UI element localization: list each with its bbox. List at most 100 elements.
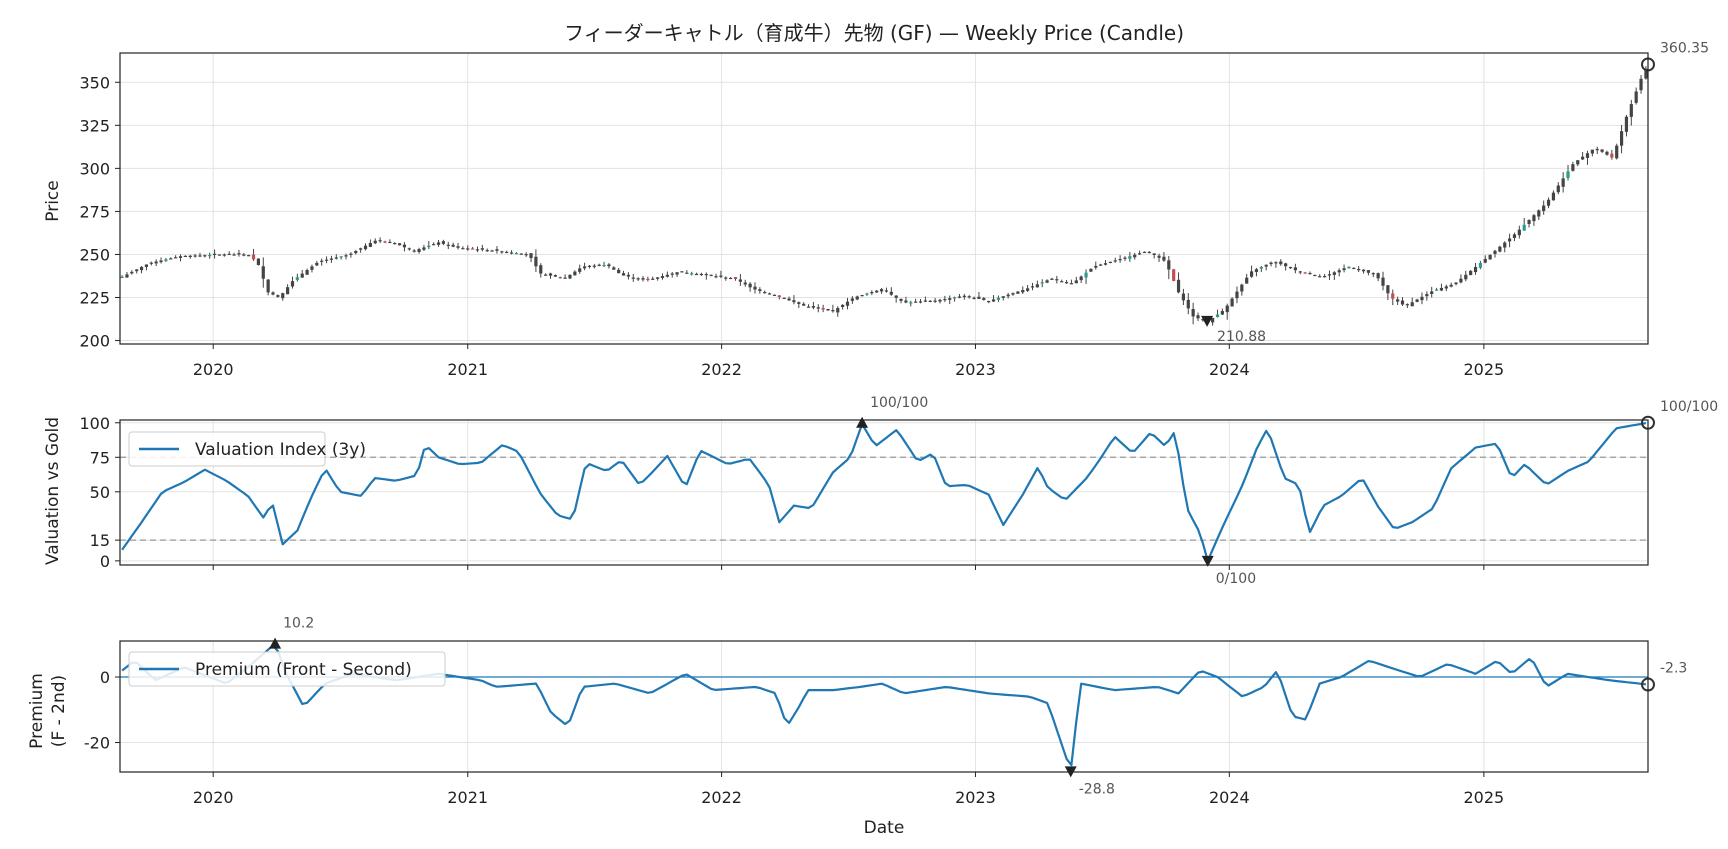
- candle-body: [1503, 242, 1507, 248]
- candle-body: [821, 308, 825, 310]
- candle-body: [1517, 229, 1521, 236]
- candle-body: [159, 260, 163, 263]
- candle-body: [135, 269, 139, 272]
- candle-body: [1259, 266, 1263, 269]
- valuation-y-tick-label: 15: [90, 531, 110, 550]
- candle-body: [626, 274, 631, 277]
- candle-body: [641, 278, 645, 280]
- candle-body: [1235, 291, 1239, 299]
- candle-body: [227, 253, 231, 256]
- valuation-y-tick-label: 50: [90, 483, 110, 502]
- candle-body: [699, 273, 704, 276]
- candle-body: [602, 264, 606, 267]
- candle-body: [1561, 178, 1565, 187]
- candle-body: [422, 247, 426, 250]
- candle-body: [899, 298, 903, 301]
- candle-body: [865, 293, 869, 295]
- candle-body: [1016, 291, 1020, 294]
- candle-body: [480, 248, 484, 250]
- candle-body: [1595, 148, 1599, 151]
- candle-body: [1108, 261, 1112, 263]
- candle-body: [1279, 261, 1283, 265]
- price-y-tick-label: 325: [79, 116, 110, 135]
- candle-body: [281, 293, 285, 299]
- candle-body: [918, 301, 923, 303]
- candle-body: [1366, 270, 1371, 273]
- candle-body: [1288, 266, 1293, 269]
- candle-body: [914, 301, 918, 303]
- candle-body: [894, 295, 898, 298]
- candle-body: [1357, 268, 1361, 271]
- candle-body: [373, 240, 377, 244]
- candle-body: [256, 258, 261, 266]
- candle-body: [617, 269, 621, 274]
- candle-body: [1644, 68, 1648, 79]
- candle-body: [349, 253, 353, 255]
- candle-body: [1303, 272, 1307, 274]
- candle-body: [1322, 276, 1327, 278]
- candle-body: [694, 273, 699, 276]
- price-x-tick-label: 2022: [701, 360, 742, 379]
- candle-body: [1512, 234, 1517, 238]
- candle-body: [816, 307, 820, 309]
- candle-body: [368, 242, 372, 247]
- premium-axis-label-line2: (F - 2nd): [49, 675, 69, 747]
- candle-body: [889, 291, 893, 295]
- price-y-tick-label: 250: [79, 245, 110, 264]
- candle-body: [1347, 266, 1351, 269]
- candle-body: [1064, 282, 1069, 284]
- candle-body: [1011, 293, 1015, 295]
- candle-body: [1619, 131, 1624, 146]
- candle-body: [164, 259, 168, 262]
- candle-body: [1021, 290, 1025, 293]
- candle-body: [1507, 238, 1512, 242]
- candle-body: [923, 300, 927, 302]
- candle-body: [1439, 287, 1444, 291]
- candle-body: [1264, 264, 1268, 267]
- candle-body: [1254, 269, 1259, 273]
- candle-body: [251, 254, 256, 260]
- candle-body: [1629, 104, 1633, 117]
- candle-body: [529, 253, 533, 259]
- candle-body: [432, 244, 436, 246]
- valuation-last-label: 100/100: [1660, 399, 1718, 415]
- candle-body: [1308, 272, 1312, 275]
- candle-body: [646, 278, 650, 281]
- candle-body: [1585, 153, 1590, 158]
- candle-body: [1478, 263, 1482, 268]
- candle-body: [1118, 259, 1122, 261]
- candle-body: [397, 243, 402, 246]
- candle-body: [1274, 262, 1278, 264]
- candle-body: [247, 255, 251, 257]
- candle-body: [806, 306, 811, 308]
- candle-body: [1464, 274, 1468, 280]
- candle-body: [1249, 271, 1254, 277]
- candle-body: [139, 266, 144, 271]
- candle-body: [1371, 273, 1375, 275]
- candle-body: [1342, 268, 1346, 271]
- chart-title: フィーダーキャトル（育成牛）先物 (GF) — Weekly Price (Ca…: [564, 21, 1184, 45]
- candle-body: [1425, 294, 1429, 297]
- candle-body: [1045, 280, 1049, 283]
- candle-body: [266, 279, 270, 293]
- candle-body: [286, 287, 290, 295]
- x-axis-label: Date: [864, 818, 905, 838]
- candle-body: [1449, 284, 1453, 287]
- candle-body: [1459, 278, 1463, 283]
- candle-body: [407, 248, 411, 250]
- candle-body: [276, 295, 280, 297]
- candle-body: [578, 268, 582, 272]
- candle-body: [884, 290, 889, 292]
- candle-body: [548, 273, 553, 276]
- valuation-axes-frame: [119, 419, 1649, 566]
- premium-x-tick-label: 2020: [193, 788, 234, 807]
- candle-body: [972, 297, 976, 299]
- candle-body: [582, 266, 587, 269]
- price-x-tick-label: 2021: [447, 360, 488, 379]
- candle-body: [1566, 171, 1570, 178]
- candle-body: [743, 282, 747, 285]
- candle-body: [1581, 156, 1585, 160]
- candle-body: [1133, 254, 1137, 258]
- candle-body: [704, 274, 708, 276]
